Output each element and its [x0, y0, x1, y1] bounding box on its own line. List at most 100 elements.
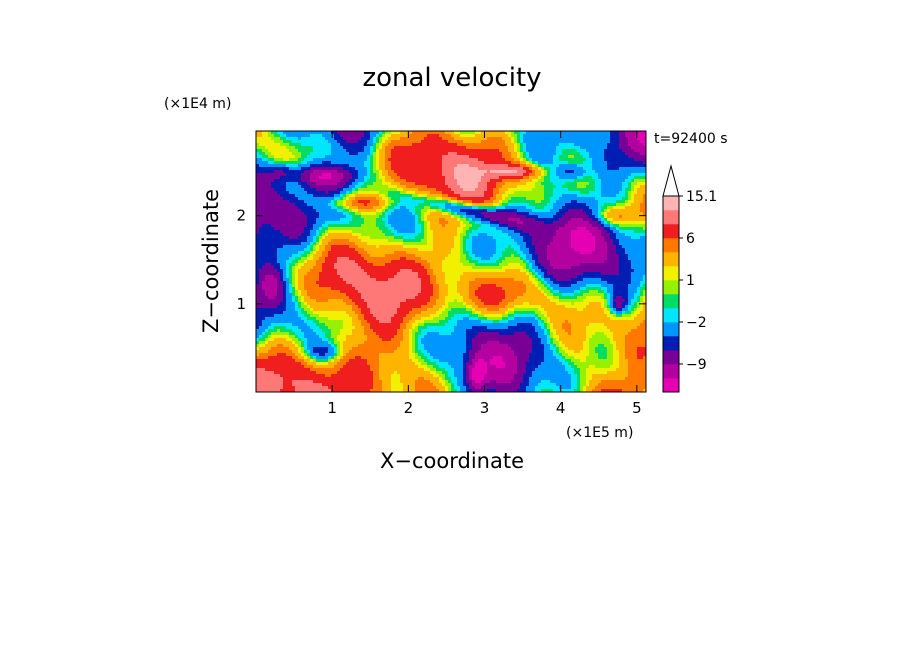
field-cell [532, 188, 536, 192]
field-cell [343, 245, 347, 249]
field-cell [334, 146, 338, 150]
field-cell [589, 170, 593, 174]
field-cell [526, 161, 530, 165]
field-cell [424, 176, 428, 180]
field-cell [256, 203, 260, 207]
field-cell [274, 149, 278, 153]
field-cell [277, 158, 281, 162]
field-cell [439, 155, 443, 159]
field-cell [346, 194, 350, 198]
field-cell [556, 224, 560, 228]
field-cell [433, 215, 437, 219]
field-cell [604, 221, 608, 225]
field-cell [592, 176, 596, 180]
field-cell [346, 242, 350, 246]
field-cell [265, 158, 269, 162]
field-cell [259, 176, 263, 180]
field-cell [388, 233, 392, 237]
field-cell [301, 215, 305, 219]
field-cell [514, 179, 518, 183]
field-cell [589, 239, 593, 243]
field-cell [319, 185, 323, 189]
field-cell [601, 206, 605, 210]
field-cell [361, 197, 365, 201]
field-cell [394, 209, 398, 213]
field-cell [472, 200, 476, 204]
field-cell [409, 227, 413, 231]
field-cell [415, 191, 419, 195]
field-cell [595, 140, 599, 144]
field-cell [286, 140, 290, 144]
field-cell [418, 167, 422, 171]
field-cell [319, 158, 323, 162]
field-cell [418, 209, 422, 213]
field-cell [430, 185, 434, 189]
field-cell [490, 167, 494, 171]
field-cell [340, 173, 344, 177]
field-cell [358, 215, 362, 219]
field-cell [613, 239, 617, 243]
field-cell [481, 188, 485, 192]
field-cell [568, 242, 572, 246]
field-cell [535, 140, 539, 144]
field-cell [544, 239, 548, 243]
field-cell [280, 218, 284, 222]
field-cell [526, 170, 530, 174]
field-cell [355, 215, 359, 219]
field-cell [484, 155, 488, 159]
field-cell [355, 185, 359, 189]
field-cell [400, 167, 404, 171]
field-cell [619, 236, 623, 240]
field-cell [280, 149, 284, 153]
field-cell [358, 206, 362, 210]
field-cell [616, 212, 620, 216]
field-cell [541, 239, 545, 243]
field-cell [565, 221, 569, 225]
field-cell [385, 161, 389, 165]
field-cell [517, 179, 521, 183]
field-cell [400, 164, 404, 168]
field-cell [523, 224, 527, 228]
field-cell [469, 242, 473, 246]
field-cell [280, 188, 284, 192]
field-cell [259, 227, 263, 231]
field-cell [451, 188, 455, 192]
field-cell [382, 236, 386, 240]
field-cell [475, 200, 479, 204]
field-cell [550, 167, 554, 171]
field-cell [331, 215, 335, 219]
field-cell [337, 173, 341, 177]
field-cell [304, 134, 308, 138]
field-cell [589, 158, 593, 162]
field-cell [283, 137, 287, 141]
field-cell [514, 233, 518, 237]
field-cell [436, 239, 440, 243]
field-cell [346, 152, 350, 156]
field-cell [547, 236, 551, 240]
field-cell [274, 206, 278, 210]
field-cell [388, 197, 392, 201]
field-cell [265, 149, 269, 153]
field-cell [505, 164, 509, 168]
field-cell [406, 221, 410, 225]
field-cell [412, 149, 416, 153]
field-cell [514, 131, 518, 135]
field-cell [307, 221, 311, 225]
field-cell [559, 185, 563, 189]
field-cell [637, 242, 641, 246]
field-cell [286, 194, 290, 198]
field-cell [538, 182, 542, 186]
field-cell [544, 242, 548, 246]
field-cell [592, 152, 596, 156]
field-cell [325, 137, 329, 141]
field-cell [409, 197, 413, 201]
field-cell [289, 221, 293, 225]
field-cell [307, 239, 311, 243]
field-cell [376, 203, 380, 207]
field-cell [382, 149, 386, 153]
field-cell [535, 134, 539, 138]
field-cell [613, 143, 617, 147]
field-cell [313, 143, 317, 147]
field-cell [283, 209, 287, 213]
field-cell [475, 185, 479, 189]
